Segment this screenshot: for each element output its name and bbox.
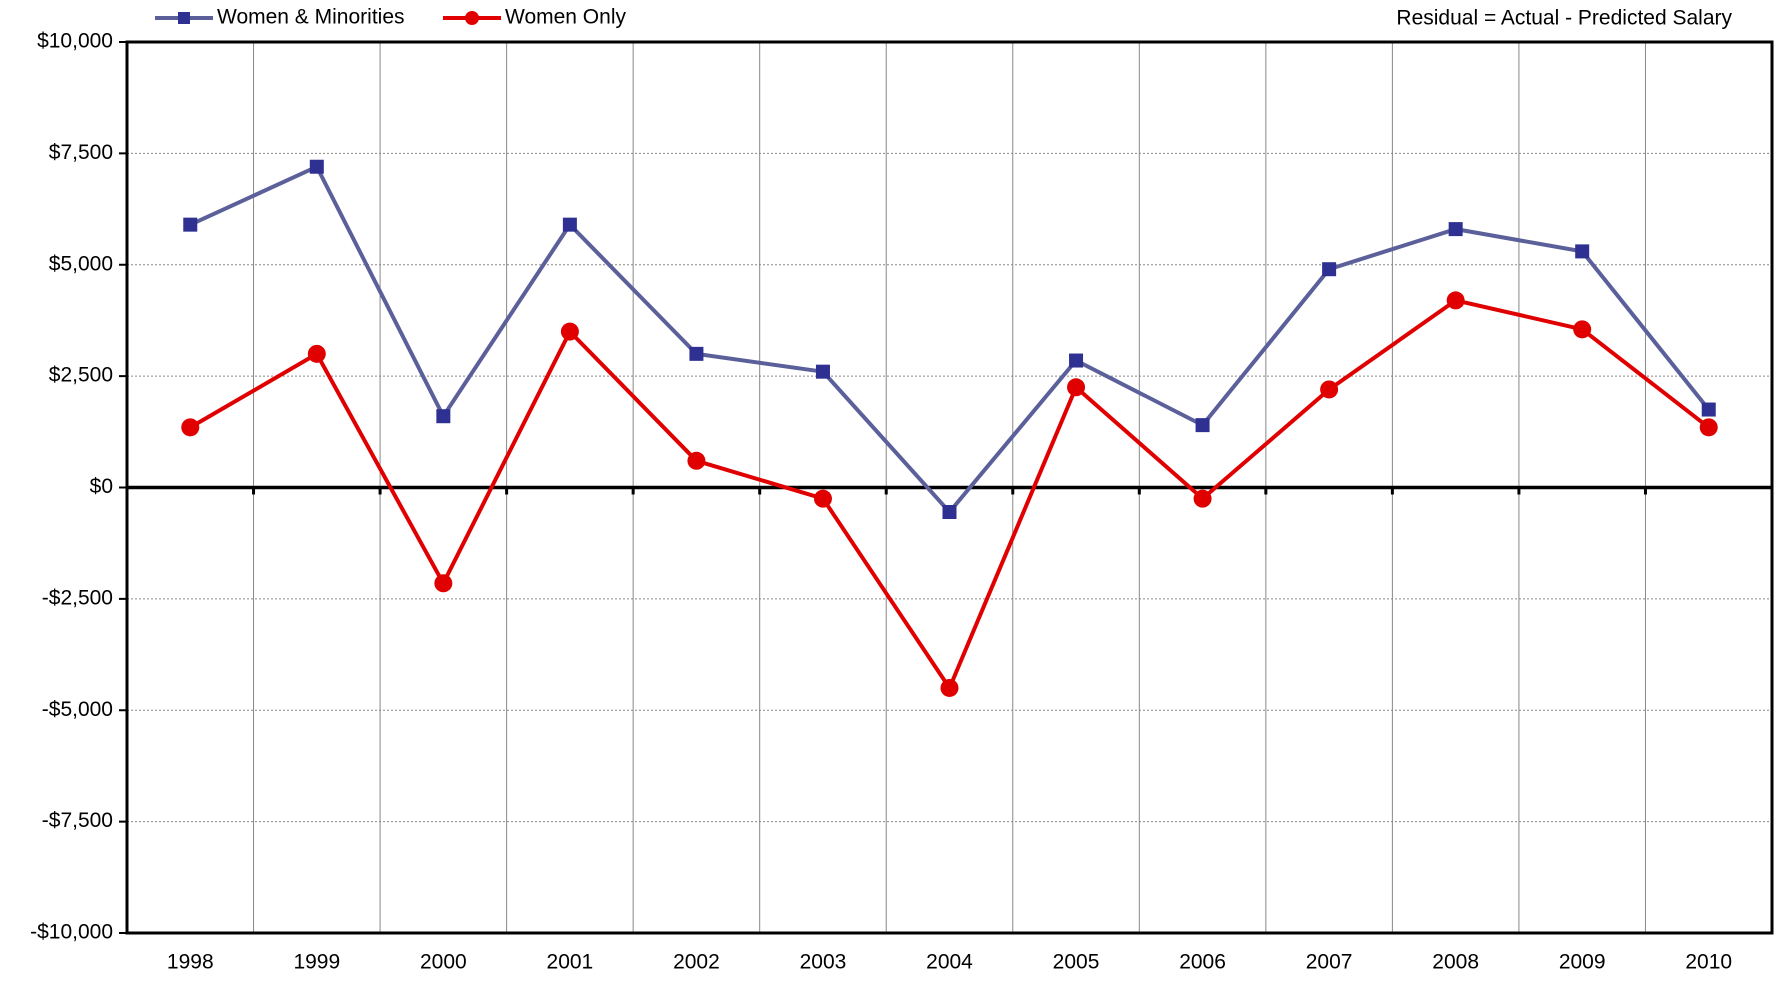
marker	[687, 451, 706, 470]
x-tick-label: 2006	[1179, 951, 1226, 974]
y-tick-label: $0	[90, 475, 113, 498]
marker	[1573, 320, 1592, 339]
legend-label: Women & Minorities	[217, 6, 405, 29]
marker	[1701, 402, 1716, 417]
marker	[1069, 353, 1084, 368]
y-tick-label: $10,000	[37, 30, 113, 53]
x-tick-label: 2003	[800, 951, 847, 974]
marker	[307, 344, 326, 363]
legend-label: Women Only	[505, 6, 626, 29]
marker	[181, 418, 200, 437]
marker	[942, 505, 957, 520]
marker	[1448, 222, 1463, 237]
series-line	[189, 298, 1710, 693]
marker	[1320, 380, 1339, 399]
legend-marker	[178, 12, 190, 24]
x-tick-label: 2002	[673, 951, 720, 974]
x-tick-label: 1998	[167, 951, 214, 974]
x-tick-label: 2000	[420, 951, 467, 974]
y-tick-label: -$7,500	[42, 809, 113, 832]
marker	[1067, 378, 1086, 397]
marker	[309, 159, 324, 174]
x-tick-label: 2005	[1053, 951, 1100, 974]
y-tick-label: -$5,000	[42, 698, 113, 721]
marker	[1193, 489, 1212, 508]
x-tick-label: 2009	[1559, 951, 1606, 974]
marker	[940, 678, 959, 697]
legend-marker	[465, 11, 479, 25]
x-tick-label: 2010	[1685, 951, 1732, 974]
y-tick-label: $2,500	[49, 364, 113, 387]
marker	[1699, 418, 1718, 437]
marker	[562, 217, 577, 232]
marker	[434, 574, 453, 593]
y-tick-label: -$10,000	[30, 921, 113, 944]
y-tick-label: -$2,500	[42, 586, 113, 609]
x-tick-label: 2001	[547, 951, 594, 974]
x-tick-label: 2007	[1306, 951, 1353, 974]
marker	[815, 364, 830, 379]
y-tick-label: $7,500	[49, 141, 113, 164]
x-tick-label: 2004	[926, 951, 973, 974]
marker	[1322, 262, 1337, 277]
y-tick-label: $5,000	[49, 252, 113, 275]
marker	[560, 322, 579, 341]
marker	[1575, 244, 1590, 259]
x-tick-label: 2008	[1432, 951, 1479, 974]
marker	[689, 346, 704, 361]
marker	[183, 217, 198, 232]
x-tick-label: 1999	[293, 951, 340, 974]
marker	[1446, 291, 1465, 310]
marker	[436, 409, 451, 424]
marker	[1195, 418, 1210, 433]
plot-frame	[125, 40, 1774, 935]
annotation: Residual = Actual - Predicted Salary	[1396, 7, 1732, 30]
series-line	[189, 164, 1711, 516]
marker	[813, 489, 832, 508]
